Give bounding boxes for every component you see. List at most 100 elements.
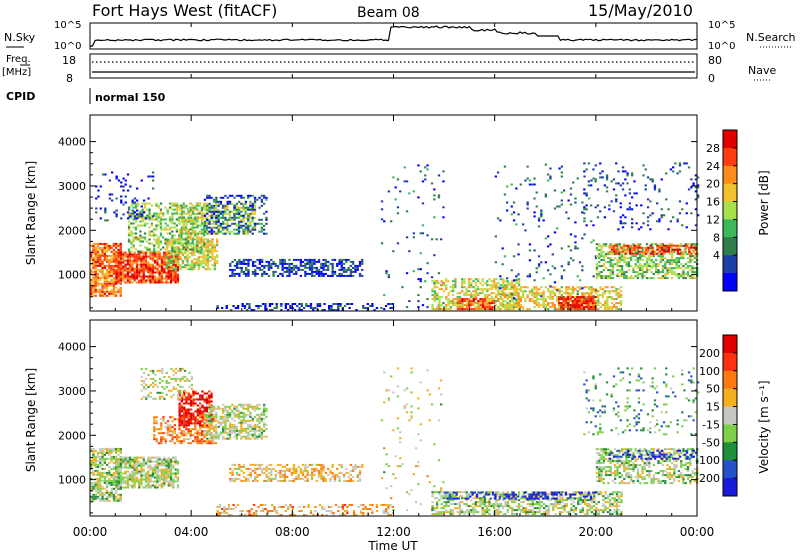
power-cell xyxy=(661,267,665,270)
power-cell xyxy=(585,168,588,171)
power-cell xyxy=(167,269,170,272)
power-cell xyxy=(286,262,289,265)
power-colorbar-swatch xyxy=(723,219,737,238)
power-cell xyxy=(135,271,139,274)
power-cell xyxy=(219,200,222,203)
power-cell xyxy=(338,258,341,261)
velocity-cell xyxy=(172,466,175,469)
power-cell xyxy=(237,214,240,217)
power-cell xyxy=(124,183,127,186)
power-cell xyxy=(186,268,189,271)
power-cell xyxy=(182,216,185,219)
power-cell xyxy=(115,244,118,247)
power-cell xyxy=(560,308,563,311)
velocity-cell xyxy=(155,420,158,423)
power-cell xyxy=(658,244,661,247)
power-cell xyxy=(249,230,252,233)
power-cell xyxy=(433,198,436,201)
power-cell xyxy=(138,273,141,276)
power-cell xyxy=(175,208,178,211)
power-cell xyxy=(104,209,107,212)
power-cell xyxy=(150,242,153,245)
power-cell xyxy=(124,179,127,182)
power-cell xyxy=(684,253,687,256)
power-cell xyxy=(94,274,97,277)
velocity-cell xyxy=(158,478,161,481)
power-cell xyxy=(183,204,186,207)
power-cell xyxy=(531,183,534,186)
power-cell xyxy=(251,264,255,267)
power-cell xyxy=(492,284,496,287)
power-cell xyxy=(157,214,160,217)
power-cell xyxy=(130,242,133,245)
power-cell xyxy=(204,238,207,241)
power-cell xyxy=(94,290,97,293)
power-cell xyxy=(587,184,590,187)
velocity-cell xyxy=(165,468,168,471)
power-cell xyxy=(348,307,351,309)
power-cell xyxy=(166,228,169,231)
power-cell xyxy=(297,258,300,261)
power-cell xyxy=(680,257,683,260)
power-cell xyxy=(585,286,588,289)
power-cell xyxy=(171,230,174,233)
power-cell xyxy=(361,274,364,277)
power-cell xyxy=(201,216,204,219)
power-cell xyxy=(175,218,178,221)
power-cell xyxy=(657,271,660,274)
power-cell xyxy=(513,304,516,307)
power-cell xyxy=(458,292,462,295)
power-cell xyxy=(661,265,665,268)
velocity-cell xyxy=(147,470,150,473)
power-cell xyxy=(608,246,611,249)
power-cell xyxy=(232,305,235,307)
power-cell xyxy=(175,268,178,271)
velocity-cell xyxy=(167,460,170,463)
power-cell xyxy=(181,262,185,265)
power-cell xyxy=(585,194,588,197)
power-cell xyxy=(152,179,155,182)
power-cell xyxy=(205,222,209,225)
power-cell xyxy=(159,208,163,211)
power-cell xyxy=(334,309,338,311)
velocity-cell xyxy=(126,460,129,463)
power-cell xyxy=(417,196,420,199)
power-cell xyxy=(195,264,198,267)
power-cell xyxy=(343,305,347,307)
power-cell xyxy=(189,208,193,211)
power-cell xyxy=(324,268,327,271)
power-cell xyxy=(581,265,584,268)
power-cell xyxy=(170,260,173,263)
power-cell xyxy=(163,277,166,280)
velocity-cell xyxy=(115,497,118,500)
power-cell xyxy=(138,263,141,266)
power-cell xyxy=(112,254,116,257)
power-cell xyxy=(657,263,660,266)
power-cell xyxy=(204,246,207,249)
power-cell xyxy=(408,192,411,195)
power-cell xyxy=(362,305,365,307)
power-cell xyxy=(562,308,565,311)
power-cell xyxy=(249,228,252,231)
power-cell xyxy=(193,234,197,237)
power-cell xyxy=(474,288,477,291)
power-cell xyxy=(172,268,175,271)
power-cell xyxy=(275,305,278,307)
power-cell xyxy=(508,308,512,311)
power-cell xyxy=(512,219,516,222)
power-cell xyxy=(602,277,605,280)
power-cell xyxy=(94,278,97,281)
power-cell xyxy=(235,212,238,215)
power-cell xyxy=(168,228,172,231)
power-cell xyxy=(686,253,690,256)
power-cell xyxy=(140,259,143,262)
power-cell xyxy=(165,277,168,280)
power-cell xyxy=(565,296,568,299)
power-cell xyxy=(112,244,116,247)
velocity-cell xyxy=(99,499,102,502)
power-cell xyxy=(371,303,374,305)
power-cell xyxy=(186,264,189,267)
velocity-cell xyxy=(158,464,161,467)
power-cell xyxy=(206,256,210,259)
velocity-cell xyxy=(115,470,118,473)
